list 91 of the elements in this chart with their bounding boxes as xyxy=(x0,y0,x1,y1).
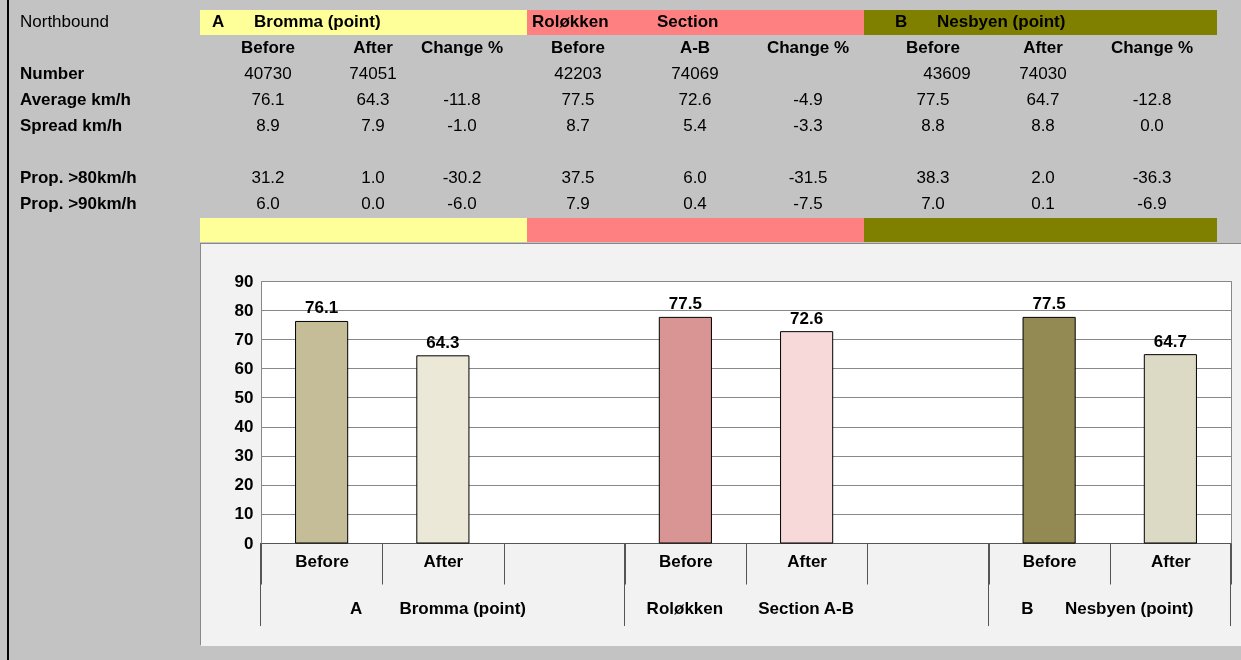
text: Northbound xyxy=(20,12,109,32)
text: -4.9 xyxy=(793,90,823,110)
text: Before xyxy=(906,38,960,58)
text: 77.5 xyxy=(561,90,595,110)
text: 8.8 xyxy=(921,116,945,136)
text: After xyxy=(1023,38,1063,58)
text: 2.0 xyxy=(1031,168,1055,188)
text: A xyxy=(349,599,363,619)
data-label: 72.6 xyxy=(790,308,824,328)
y-tick-label: 50 xyxy=(234,387,254,407)
text: 77.5 xyxy=(916,90,950,110)
x-tick-label: After xyxy=(787,551,828,571)
text: Before xyxy=(241,38,295,58)
text: B xyxy=(1021,599,1034,619)
text: Number xyxy=(20,64,85,84)
text: Section xyxy=(657,12,719,32)
text: -31.5 xyxy=(788,168,828,188)
text: A-B xyxy=(679,38,711,58)
text: Nesbyen (point) xyxy=(937,12,1066,32)
text: 74030 xyxy=(1019,64,1067,84)
text: 43609 xyxy=(923,64,971,84)
data-label: 77.5 xyxy=(1032,294,1066,314)
y-tick-label: 0 xyxy=(244,533,254,553)
x-tick-label: Before xyxy=(1022,551,1077,571)
text: Prop. >90km/h xyxy=(20,194,137,214)
y-tick-label: 90 xyxy=(234,271,254,291)
text: Bromma (point) xyxy=(254,12,381,32)
text: B xyxy=(895,12,908,32)
text: After xyxy=(353,38,393,58)
text: Change % xyxy=(766,38,850,58)
text: 8.8 xyxy=(1031,116,1055,136)
text: 0.4 xyxy=(683,194,707,214)
y-tick-label: 20 xyxy=(234,475,254,495)
text: -1.0 xyxy=(447,116,477,136)
text: -30.2 xyxy=(442,168,482,188)
y-tick-label: 30 xyxy=(234,446,254,466)
x-tick-label: After xyxy=(423,551,464,571)
text: Spread km/h xyxy=(20,116,123,136)
text: 6.0 xyxy=(256,194,280,214)
text: 7.9 xyxy=(566,194,590,214)
y-tick-label: 80 xyxy=(234,300,254,320)
x-tick-label: Before xyxy=(295,551,350,571)
text: -6.9 xyxy=(1137,194,1167,214)
x-tick-label: After xyxy=(1151,551,1192,571)
text: Change % xyxy=(420,38,504,58)
text: 74069 xyxy=(671,64,719,84)
text: Nesbyen (point) xyxy=(1064,599,1194,619)
text: A xyxy=(212,12,225,32)
text: 5.4 xyxy=(683,116,707,136)
text: -3.3 xyxy=(793,116,823,136)
text: 7.0 xyxy=(921,194,945,214)
text: Bromma (point) xyxy=(399,599,527,619)
text: 74051 xyxy=(349,64,397,84)
text: 37.5 xyxy=(561,168,595,188)
y-tick-label: 60 xyxy=(234,358,254,378)
data-label: 64.7 xyxy=(1153,331,1187,351)
text: Section A-B xyxy=(758,599,854,619)
text: Average km/h xyxy=(20,90,131,110)
y-tick-label: 10 xyxy=(234,504,254,524)
y-tick-label: 40 xyxy=(234,417,254,437)
text: 0.0 xyxy=(1140,116,1164,136)
text: -11.8 xyxy=(443,90,481,110)
text: 0.1 xyxy=(1031,194,1055,214)
text: 31.2 xyxy=(251,168,285,188)
text: 8.9 xyxy=(256,116,280,136)
text: -6.0 xyxy=(447,194,477,214)
text: Roløkken xyxy=(532,12,609,32)
text: 38.3 xyxy=(916,168,950,188)
text: Change % xyxy=(1110,38,1194,58)
text: 72.6 xyxy=(678,90,712,110)
text: 76.1 xyxy=(251,90,285,110)
text: 6.0 xyxy=(683,168,707,188)
text: 0.0 xyxy=(361,194,385,214)
text: Prop. >80km/h xyxy=(20,168,137,188)
text: Roløkken xyxy=(646,599,724,619)
text: 64.3 xyxy=(356,90,390,110)
text: 42203 xyxy=(554,64,602,84)
text: 1.0 xyxy=(361,168,385,188)
text: 8.7 xyxy=(566,116,590,136)
x-tick-label: Before xyxy=(658,551,713,571)
text: Before xyxy=(551,38,605,58)
text: -7.5 xyxy=(793,194,823,214)
y-tick-label: 70 xyxy=(234,329,254,349)
text: -36.3 xyxy=(1132,168,1172,188)
data-label: 64.3 xyxy=(426,332,460,352)
data-label: 77.5 xyxy=(668,294,702,314)
data-label: 76.1 xyxy=(305,298,339,318)
text: -12.8 xyxy=(1132,90,1172,110)
text: 40730 xyxy=(244,64,292,84)
text: 7.9 xyxy=(361,116,385,136)
text: 64.7 xyxy=(1026,90,1060,110)
